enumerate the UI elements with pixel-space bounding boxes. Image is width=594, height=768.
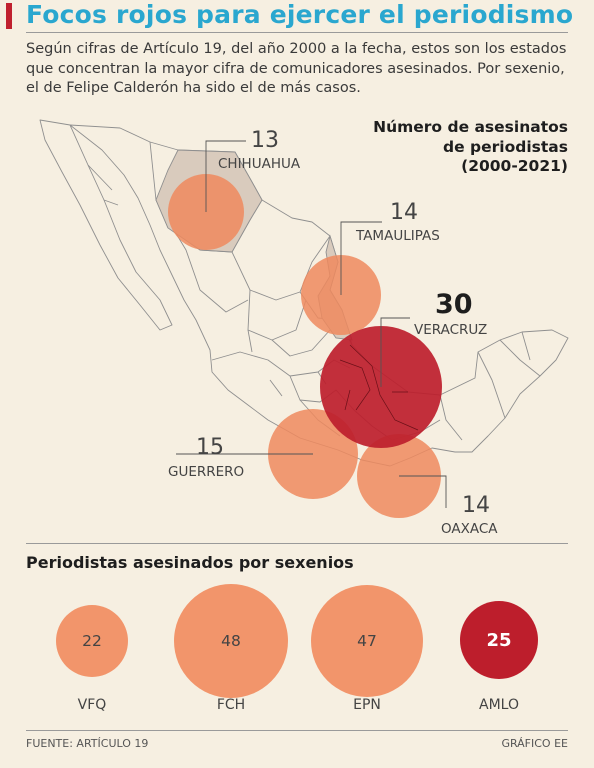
oaxaca-label: OAXACA [441, 521, 498, 537]
guerrero-value: 15 [196, 435, 224, 460]
map-title: Número de asesinatos de periodistas (200… [373, 118, 568, 175]
sexenio-bubble-epn: 47 [311, 585, 423, 697]
graphic-credit: GRÁFICO EE [501, 737, 568, 750]
veracruz-value: 30 [435, 289, 473, 320]
sexenio-value: 47 [357, 632, 377, 650]
oaxaca-leader [399, 475, 447, 508]
sexenio-value: 48 [221, 632, 241, 650]
sexenio-bubble-fch: 48 [174, 584, 288, 698]
tamaulipas-value: 14 [390, 200, 418, 225]
veracruz-label: VERACRUZ [414, 322, 488, 338]
tamaulipas-leader [340, 221, 382, 295]
oaxaca-value: 14 [462, 493, 490, 518]
sexenio-bubble-amlo: 25 [460, 601, 538, 679]
bottom-divider [26, 730, 568, 731]
mexico-map [39, 119, 569, 518]
sexenio-label-epn: EPN [353, 697, 381, 713]
baja-california-shape [39, 119, 173, 331]
page-subtitle: Según cifras de Artículo 19, del año 200… [26, 41, 567, 96]
guerrero-label: GUERRERO [168, 464, 245, 480]
sexenio-value: 22 [82, 632, 102, 650]
sexenio-bubble-vfq: 22 [56, 605, 128, 677]
title-accent-bar [6, 3, 12, 29]
mainland-outline [69, 124, 569, 467]
sexenio-value: 25 [486, 629, 512, 651]
top-divider [26, 32, 568, 33]
chihuahua-label: CHIHUAHUA [218, 156, 301, 172]
mid-divider [26, 543, 568, 544]
sexenio-label-amlo: AMLO [479, 697, 519, 713]
veracruz-leader [380, 317, 410, 387]
page-title: Focos rojos para ejercer el periodismo [26, 0, 574, 29]
tamaulipas-label: TAMAULIPAS [356, 228, 440, 244]
source-note: FUENTE: ARTÍCULO 19 [26, 737, 149, 750]
sexenio-label-vfq: VFQ [77, 697, 107, 713]
sexenio-label-fch: FCH [216, 697, 246, 713]
chihuahua-leader [205, 140, 246, 212]
sexenios-title: Periodistas asesinados por sexenios [26, 553, 354, 572]
chihuahua-value: 13 [251, 128, 279, 153]
